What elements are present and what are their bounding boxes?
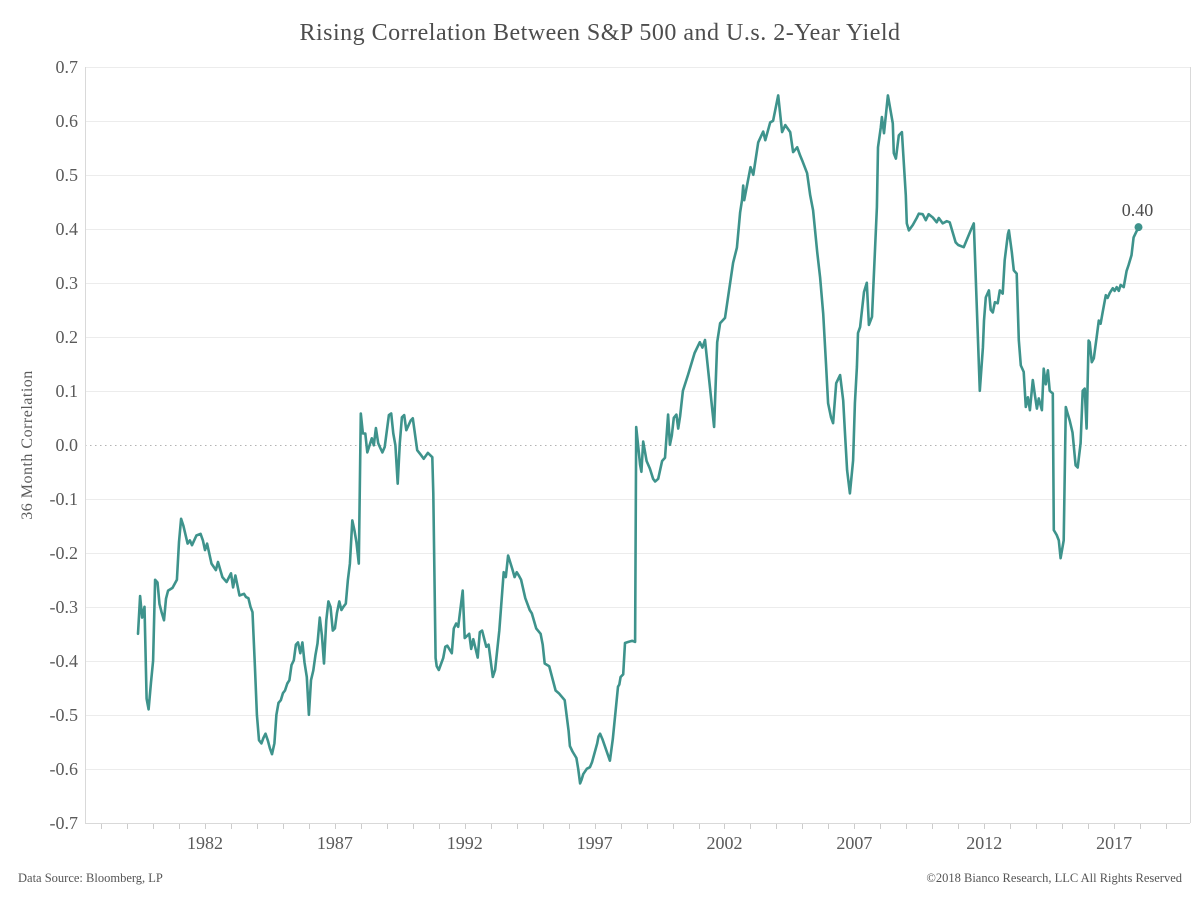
y-axis-tick-labels: 0.7 0.6 0.5 0.4 0.3 0.2 0.1 0.0 -0.1 -0.2 -0.3 -0.4… bbox=[50, 57, 79, 833]
x-axis-tick-labels: 1982 1987 1992 1997 2002 2007 2012 2017 bbox=[187, 833, 1132, 853]
y-tick-label: -0.3 bbox=[50, 597, 79, 617]
y-tick-label: -0.7 bbox=[50, 813, 79, 833]
y-tick-label: -0.4 bbox=[50, 651, 79, 671]
y-tick-label: 0.2 bbox=[56, 327, 79, 347]
y-tick-label: 0.7 bbox=[56, 57, 79, 77]
y-tick-label: 0.3 bbox=[56, 273, 79, 293]
x-tick-label: 2002 bbox=[706, 833, 742, 853]
y-tick-label: 0.1 bbox=[56, 381, 79, 401]
x-tick-label: 1997 bbox=[577, 833, 613, 853]
y-tick-label: -0.2 bbox=[50, 543, 79, 563]
y-tick-label: -0.1 bbox=[50, 489, 79, 509]
footer-source: Data Source: Bloomberg, LP bbox=[18, 871, 163, 885]
y-tick-label: 0.4 bbox=[56, 219, 79, 239]
x-tick-label: 2017 bbox=[1096, 833, 1132, 853]
y-tick-label: -0.6 bbox=[50, 759, 79, 779]
x-tick-label: 2012 bbox=[966, 833, 1002, 853]
y-tick-label: -0.5 bbox=[50, 705, 79, 725]
x-tick-label: 1987 bbox=[317, 833, 353, 853]
x-axis-minor-ticks bbox=[101, 824, 1167, 829]
y-tick-label: 0.0 bbox=[56, 435, 79, 455]
gridlines bbox=[85, 67, 1190, 770]
footer-copyright: ©2018 Bianco Research, LLC All Rights Re… bbox=[926, 871, 1182, 885]
y-tick-label: 0.5 bbox=[56, 165, 79, 185]
chart-title: Rising Correlation Between S&P 500 and U… bbox=[299, 20, 900, 46]
plot-borders bbox=[85, 67, 1191, 824]
last-point-marker bbox=[1134, 223, 1143, 232]
correlation-line bbox=[136, 94, 1140, 785]
data-series bbox=[136, 94, 1143, 785]
last-value-label: 0.40 bbox=[1122, 200, 1154, 220]
y-tick-label: 0.6 bbox=[56, 111, 79, 131]
x-tick-label: 1992 bbox=[447, 833, 483, 853]
x-tick-label: 2007 bbox=[836, 833, 872, 853]
y-axis-title: 36 Month Correlation bbox=[19, 370, 36, 520]
x-tick-label: 1982 bbox=[187, 833, 223, 853]
